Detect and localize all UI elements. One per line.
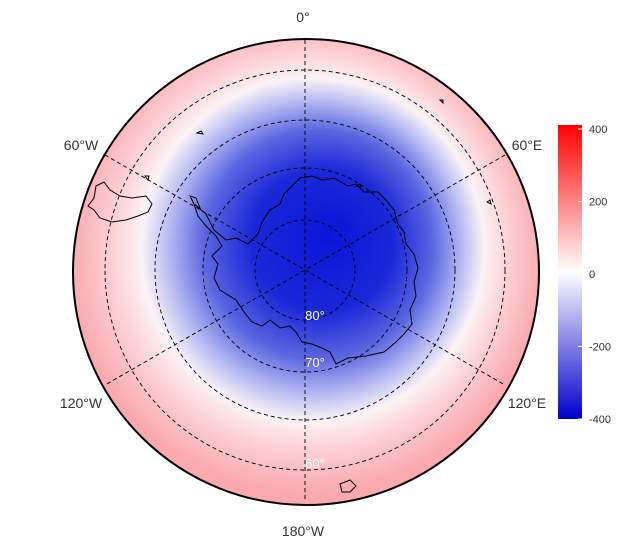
lon-label-top: 0° — [296, 9, 309, 25]
colorbar-tick-label: -200 — [589, 342, 611, 354]
field-layer — [73, 39, 539, 505]
lat-label-60: 60° — [305, 456, 325, 471]
globe-outline — [72, 38, 540, 506]
lon-label-bottom: 180°W — [282, 523, 325, 539]
lon-label-upper-left: 60°W — [64, 137, 99, 153]
colorbar-tick-label: 0 — [589, 269, 595, 281]
south-america-coastline — [87, 181, 153, 223]
colorbar-tick-label: -400 — [589, 414, 611, 426]
lat-label-70: 70° — [305, 355, 325, 370]
lat-circle-50 — [104, 69, 506, 471]
lon-label-upper-right: 60°E — [512, 137, 543, 153]
lat-label-80: 80° — [305, 308, 325, 323]
small-islands — [144, 99, 492, 205]
lat-circle-60 — [154, 119, 456, 421]
lon-label-lower-right: 120°E — [508, 395, 546, 411]
colorbar-tick-label: 200 — [589, 197, 607, 209]
colorbar: 400 200 0 -200 -400 — [558, 124, 611, 426]
colorbar-ticks: 400 200 0 -200 -400 — [578, 124, 611, 426]
graticule — [104, 40, 506, 500]
antarctica-coastline — [192, 175, 419, 365]
peninsula-coastline — [189, 195, 202, 210]
new-zealand-island — [339, 479, 357, 493]
lon-label-lower-left: 120°W — [60, 395, 103, 411]
colorbar-tick-label: 400 — [589, 124, 607, 136]
colorbar-gradient — [558, 125, 582, 419]
